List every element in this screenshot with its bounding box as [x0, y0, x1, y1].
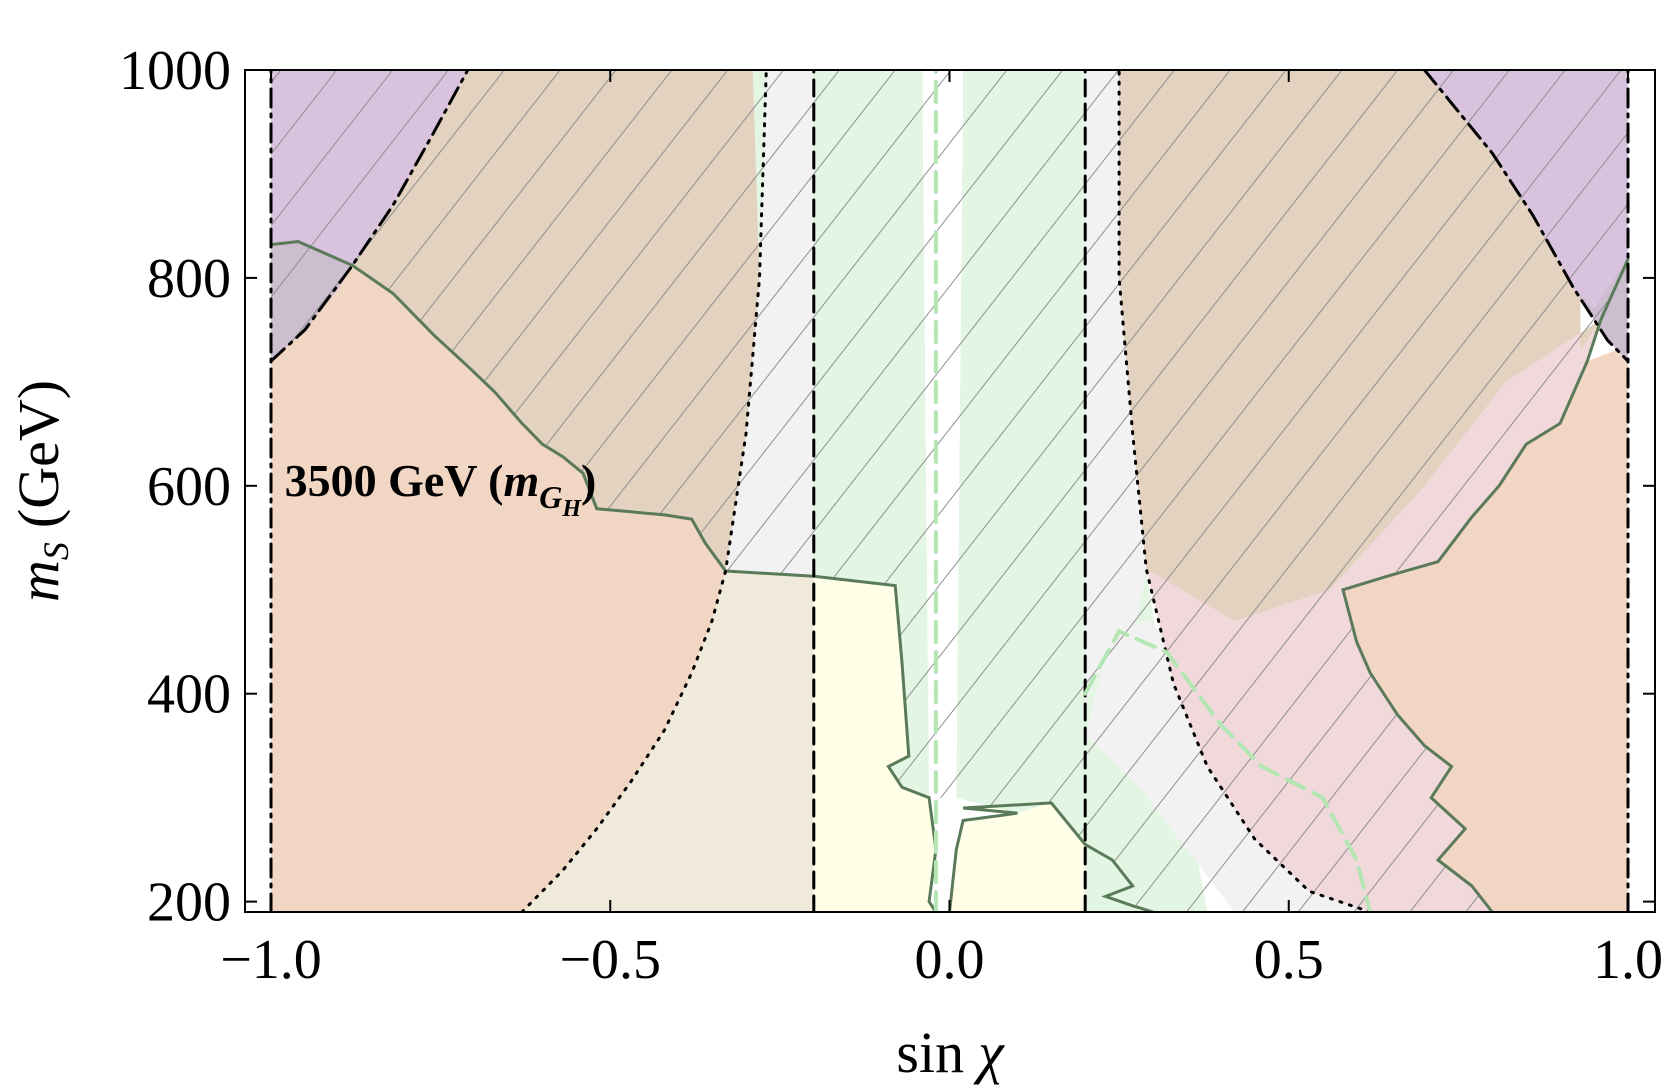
- y-tick-label: 1000: [119, 40, 231, 102]
- region-yellow-centre: [813, 576, 936, 912]
- x-tick-label: 0.0: [915, 929, 985, 991]
- annotation-subsub: H: [561, 496, 582, 522]
- x-tick-label: 0.5: [1254, 929, 1324, 991]
- y-tick-label: 600: [147, 456, 231, 518]
- y-axis-title-sub: S: [36, 542, 76, 560]
- annotation-text: 3500 GeV (: [285, 455, 504, 506]
- x-tick-label: −0.5: [559, 929, 661, 991]
- region-orange-right: [1343, 345, 1628, 912]
- curves-layer: [269, 70, 1630, 912]
- annotation-close: ): [581, 455, 596, 506]
- x-axis-title-symbol: χ: [973, 1020, 1005, 1085]
- y-axis-title-unit: (GeV): [6, 380, 71, 528]
- curve-boundary-right: [1341, 257, 1630, 912]
- region-orange-left: [271, 241, 726, 912]
- curve-dashdot-right: [1423, 70, 1630, 363]
- y-axis-title: mS (GeV): [6, 380, 76, 602]
- x-tick-label: 1.0: [1593, 929, 1663, 991]
- y-tick-label: 800: [147, 248, 231, 310]
- annotation-label: 3500 GeV (mGH): [285, 455, 597, 522]
- y-tick-label: 400: [147, 664, 231, 726]
- curve-dashdot-left: [269, 70, 470, 363]
- x-axis-title-main: sin: [896, 1020, 964, 1085]
- ticks-layer: −1.0 −0.5 0.0 0.5 1.0 200 400 600 800 1000: [119, 40, 1663, 991]
- curve-dotted-left: [520, 70, 768, 912]
- curve-dotted-right: [1117, 70, 1372, 912]
- region-olive-left: [522, 571, 814, 912]
- annotation-sub: G: [539, 479, 562, 515]
- curve-boundary-centre-right: [948, 801, 1155, 912]
- region-yellow-right: [949, 802, 1086, 912]
- curve-light-green-right: [1083, 628, 1373, 912]
- y-tick-label: 200: [147, 872, 231, 934]
- x-axis-title: sin χ: [896, 1020, 1005, 1085]
- x-tick-label: −1.0: [220, 929, 322, 991]
- hatched-excluded-region: [271, 70, 1628, 912]
- hatch-layer: [271, 70, 1628, 912]
- annotation-symbol: m: [503, 455, 539, 506]
- curve-boundary-left: [269, 239, 938, 912]
- y-axis-title-symbol: m: [6, 560, 71, 602]
